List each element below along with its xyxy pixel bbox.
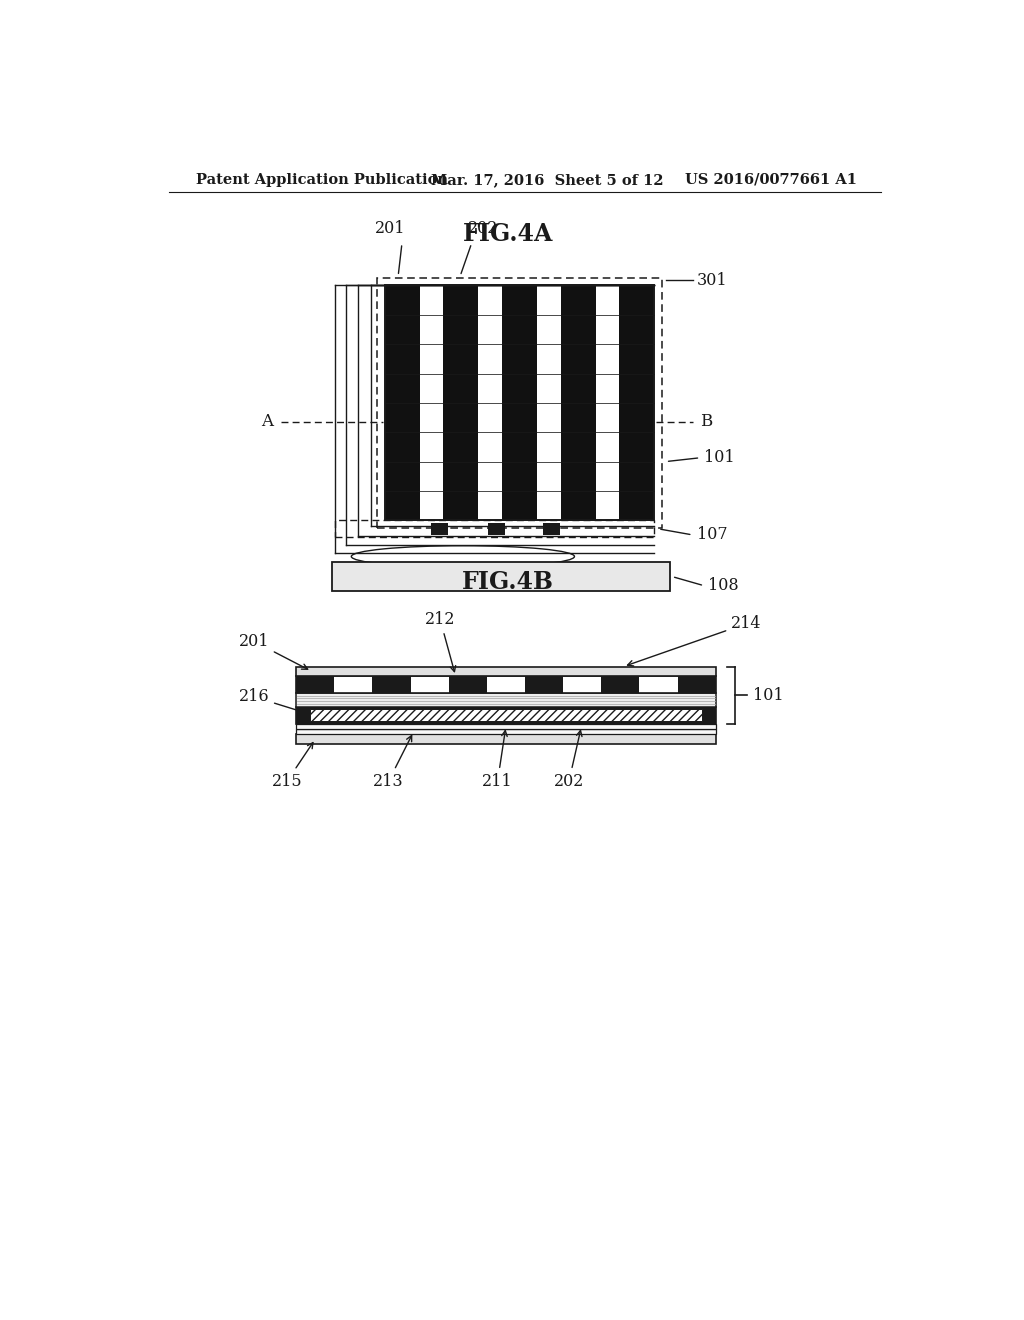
Text: A: A (261, 413, 273, 430)
Bar (296, 693, 716, 706)
Bar (296, 667, 716, 676)
Text: FIG.4B: FIG.4B (462, 570, 554, 594)
Bar (377, 277, 662, 528)
Text: 101: 101 (705, 449, 735, 466)
Bar (310, 709, 701, 721)
Text: 201: 201 (239, 632, 307, 669)
Text: 101: 101 (754, 686, 784, 704)
Bar (537, 285, 560, 520)
Bar (443, 285, 478, 520)
Text: 211: 211 (482, 730, 513, 789)
Bar (525, 676, 563, 693)
Bar (488, 523, 505, 535)
Text: B: B (700, 413, 713, 430)
Text: Mar. 17, 2016  Sheet 5 of 12: Mar. 17, 2016 Sheet 5 of 12 (431, 173, 664, 187)
Text: 213: 213 (373, 735, 412, 789)
Bar (296, 706, 716, 723)
Bar (336, 520, 654, 537)
Text: FIG.4A: FIG.4A (463, 222, 553, 246)
Text: 108: 108 (708, 577, 738, 594)
Bar (296, 676, 334, 693)
Bar (296, 676, 716, 693)
Bar (596, 285, 620, 520)
Text: US 2016/0077661 A1: US 2016/0077661 A1 (685, 173, 857, 187)
Bar (296, 723, 716, 729)
Bar (431, 523, 447, 535)
Bar (296, 729, 716, 734)
Bar (420, 285, 443, 520)
Bar (678, 676, 716, 693)
Bar (373, 676, 411, 693)
Bar (296, 734, 716, 743)
Bar (543, 523, 559, 535)
Text: 107: 107 (696, 527, 727, 544)
Bar (560, 285, 596, 520)
Bar (385, 285, 654, 520)
Text: 202: 202 (554, 730, 584, 789)
Bar (385, 285, 420, 520)
Text: 212: 212 (425, 611, 456, 672)
Text: 301: 301 (696, 272, 727, 289)
Bar (601, 676, 639, 693)
Text: 215: 215 (271, 743, 313, 789)
Bar (449, 676, 486, 693)
Bar (478, 285, 502, 520)
Bar (502, 285, 537, 520)
Text: 202: 202 (468, 220, 499, 238)
Bar (332, 562, 670, 591)
Text: Patent Application Publication: Patent Application Publication (196, 173, 449, 187)
Text: 214: 214 (628, 615, 762, 667)
Bar (620, 285, 654, 520)
Text: 201: 201 (375, 220, 406, 238)
Text: 216: 216 (239, 688, 309, 715)
Bar (385, 285, 654, 520)
